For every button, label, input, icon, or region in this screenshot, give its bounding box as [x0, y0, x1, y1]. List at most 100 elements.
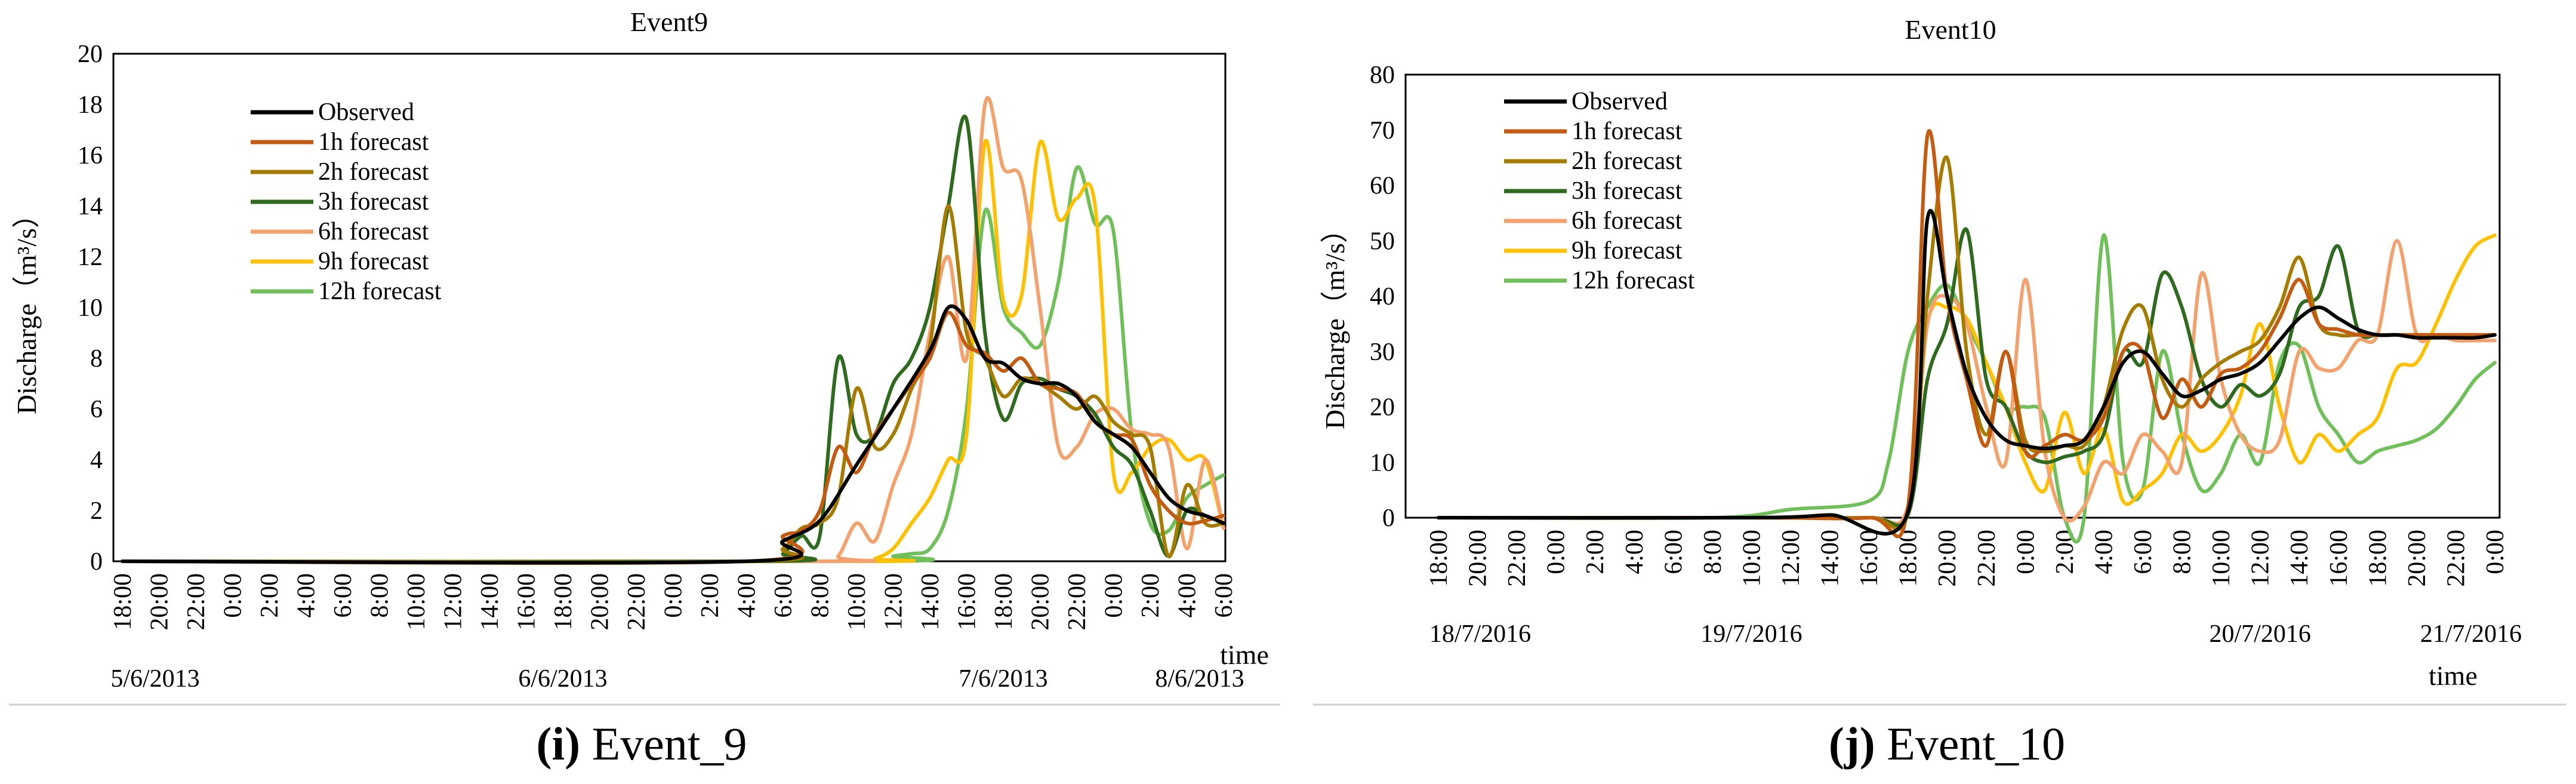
x-tick-label: 6:00: [2130, 530, 2157, 574]
caption-label-event9: (i): [536, 718, 580, 770]
y-tick-label: 18: [78, 91, 103, 119]
x-tick-label: 12:00: [440, 573, 467, 631]
x-tick-label: 22:00: [2442, 530, 2470, 587]
x-tick-label: 8:00: [807, 573, 834, 618]
plot-area-event9: [112, 53, 1227, 562]
x-tick-label: 18:00: [1895, 530, 1922, 587]
legend-label: 3h forecast: [1572, 177, 1683, 205]
x-tick-label: 18:00: [2364, 530, 2392, 587]
y-tick-label: 4: [90, 447, 103, 474]
legend-label: Observed: [318, 99, 414, 126]
y-tick-label: 80: [1370, 62, 1395, 89]
x-tick-label: 10:00: [843, 573, 871, 631]
x-tick-label: 10:00: [403, 573, 430, 631]
x-tick-label: 12:00: [1777, 530, 1805, 587]
y-tick-label: 8: [90, 345, 103, 373]
x-tick-label: 2:00: [697, 573, 724, 618]
legend-label: Observed: [1572, 88, 1668, 115]
x-tick-label: 20:00: [1465, 530, 1492, 587]
y-tick-label: 30: [1370, 339, 1395, 366]
y-tick-label: 40: [1370, 283, 1395, 310]
x-tick-label: 6:00: [1660, 530, 1687, 574]
y-tick-label: 0: [90, 548, 103, 576]
series-line-1h-forecast: [1437, 129, 2497, 539]
x-tick-label: 10:00: [1738, 530, 1765, 587]
legend-label: 9h forecast: [1572, 237, 1683, 265]
x-tick-label: 22:00: [1503, 530, 1531, 587]
x-tick-label: 18:00: [109, 573, 137, 631]
x-tick-label: 14:00: [1817, 530, 1844, 587]
legend-label: 9h forecast: [318, 248, 429, 275]
legend-label: 12h forecast: [1572, 267, 1695, 294]
date-label: 21/7/2016: [2420, 620, 2522, 648]
series-line-2h-forecast: [121, 204, 1225, 564]
series-line-6h-forecast: [121, 96, 1225, 564]
chart-event10: Event10 Discharge（m³/s） time 0 10 20 30 40 50…: [1320, 14, 2522, 691]
series-line-observed: [121, 304, 1225, 565]
date-labels-event9: 5/6/2013 6/6/2013 7/6/2013 8/6/2013: [110, 665, 1244, 693]
y-tick-label: 14: [78, 193, 103, 220]
chart-title-event9: Event9: [630, 7, 708, 37]
y-tick-label: 60: [1370, 173, 1395, 200]
x-tick-label: 20:00: [1934, 530, 1961, 587]
x-tick-label: 22:00: [623, 573, 651, 631]
x-tick-label: 16:00: [954, 573, 981, 631]
y-tick-label: 16: [78, 142, 103, 170]
x-tick-label: 0:00: [1101, 573, 1128, 618]
x-tick-label: 18:00: [1425, 530, 1453, 587]
y-tick-label: 20: [78, 41, 103, 68]
series-line-12h-forecast: [1437, 233, 2497, 544]
x-ticks-event9: 18:00 20:00 22:00 0:00 2:00 4:00 6:00 8:00 10:00…: [109, 573, 1238, 631]
x-tick-label: 6:00: [329, 573, 357, 618]
x-tick-label: 4:00: [293, 573, 321, 618]
legend-label: 2h forecast: [318, 158, 429, 186]
x-tick-label: 20:00: [1027, 573, 1055, 631]
x-tick-label: 4:00: [1621, 530, 1648, 574]
x-tick-label: 2:00: [1137, 573, 1164, 618]
x-tick-label: 0:00: [660, 573, 688, 618]
x-tick-label: 4:00: [734, 573, 761, 618]
x-tick-label: 6:00: [770, 573, 797, 618]
y-tick-label: 10: [1370, 449, 1395, 476]
caption-text-event10: Event_10: [1875, 718, 2065, 770]
legend-label: 6h forecast: [318, 218, 429, 245]
y-tick-label: 6: [90, 396, 103, 423]
x-tick-label: 10:00: [2208, 530, 2235, 587]
y-ticks-event10: 0 10 20 30 40 50 60 70 80: [1370, 62, 1395, 532]
legend-label: 3h forecast: [318, 188, 429, 216]
x-tick-label: 0:00: [1543, 530, 1570, 574]
series-lines-event9: [121, 96, 1225, 565]
x-tick-label: 4:00: [1174, 573, 1201, 618]
x-tick-label: 8:00: [1699, 530, 1727, 574]
series-lines-event10: [1437, 129, 2497, 544]
date-label: 6/6/2013: [518, 665, 607, 693]
y-tick-label: 12: [78, 244, 103, 271]
series-line-9h-forecast: [121, 139, 1225, 564]
x-tick-label: 22:00: [183, 573, 210, 631]
legend-label: 1h forecast: [318, 128, 429, 156]
x-tick-label: 22:00: [1064, 573, 1091, 631]
date-label: 20/7/2016: [2209, 620, 2310, 648]
x-tick-label: 12:00: [2247, 530, 2275, 587]
y-tick-label: 20: [1370, 394, 1395, 422]
y-tick-label: 2: [90, 497, 103, 525]
x-tick-label: 14:00: [917, 573, 944, 631]
x-tick-label: 14:00: [476, 573, 504, 631]
x-tick-label: 0:00: [220, 573, 247, 618]
x-tick-label: 16:00: [513, 573, 541, 631]
date-labels-event10: 18/7/2016 19/7/2016 20/7/2016 21/7/2016: [1429, 620, 2522, 648]
y-tick-label: 70: [1370, 117, 1395, 144]
caption-label-event10: (j): [1829, 718, 1875, 770]
date-label: 19/7/2016: [1700, 620, 1802, 648]
y-tick-label: 10: [78, 294, 103, 322]
x-tick-label: 18:00: [990, 573, 1018, 631]
x-tick-label: 16:00: [2325, 530, 2353, 587]
date-label: 7/6/2013: [959, 665, 1047, 693]
x-axis-label-event9: time: [1220, 640, 1269, 670]
x-tick-label: 2:00: [1582, 530, 1609, 574]
y-axis-label-event10: Discharge（m³/s）: [1320, 216, 1350, 429]
chart-title-event10: Event10: [1905, 14, 1996, 45]
